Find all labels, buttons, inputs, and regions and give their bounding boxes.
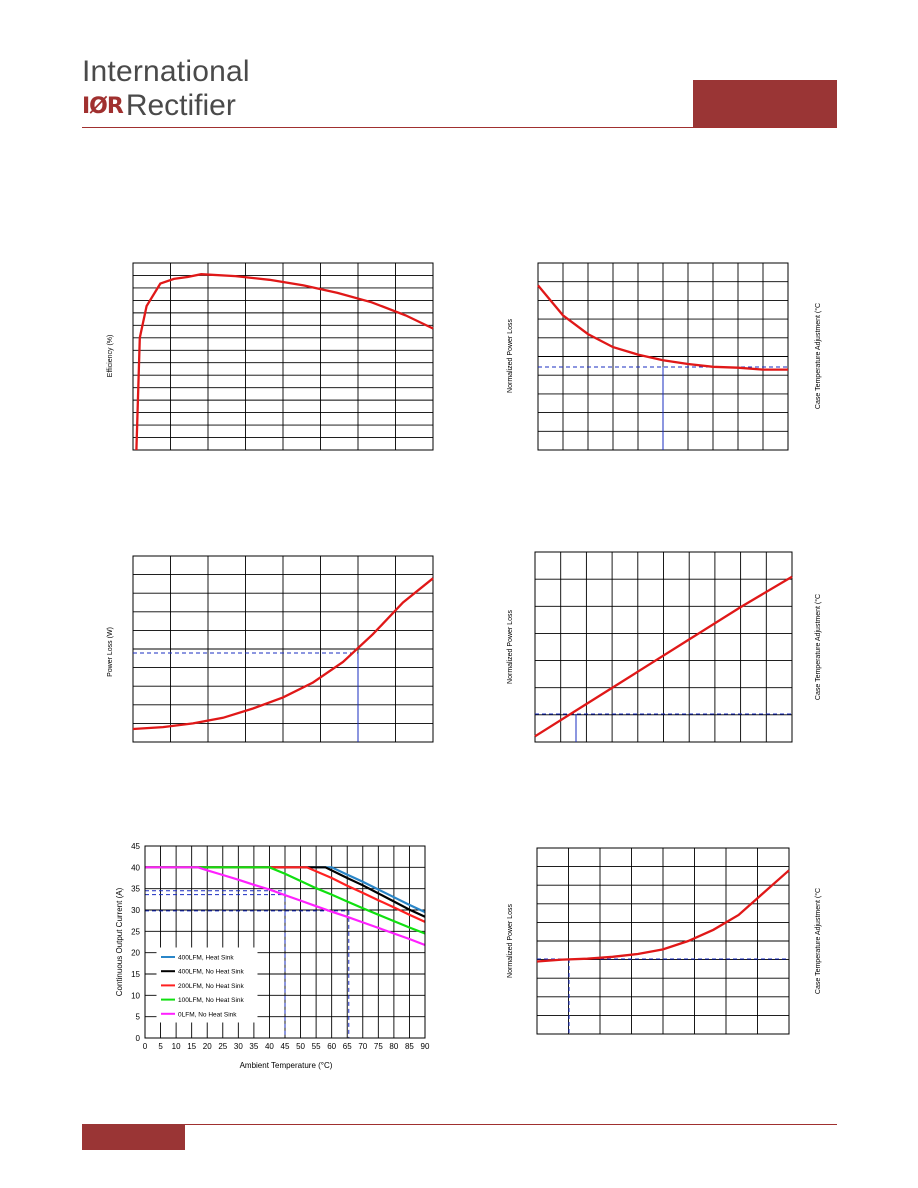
power-loss-ylabel: Power Loss (W) — [107, 627, 114, 677]
derating-ticks: 0 5 10 15 20 25 30 35 40 45 50 55 60 65 70 75 80 85 90 0 5 10… — [131, 842, 430, 1051]
derating-x-tick: 70 — [358, 1042, 367, 1051]
derating-y-tick: 25 — [131, 927, 140, 936]
derating-y-tick: 0 — [136, 1034, 141, 1043]
derating-x-tick: 30 — [234, 1042, 243, 1051]
norm-power-loss-3-ylabel: Normalized Power Loss — [507, 904, 514, 978]
derating-series-line — [145, 866, 426, 923]
derating-series — [145, 866, 426, 947]
derating-legend-label: 0LFM, No Heat Sink — [178, 1011, 237, 1018]
derating-legend: 400LFM, Heat Sink 400LFM, No Heat Sink 200… — [156, 947, 258, 1023]
derating-legend-label: 400LFM, No Heat Sink — [178, 969, 245, 976]
derating-y-tick: 40 — [131, 863, 140, 872]
derating-x-tick: 45 — [281, 1042, 290, 1051]
derating-ref-lines — [145, 890, 350, 1038]
power-loss-curve — [132, 577, 434, 731]
derating-xlabel: Ambient Temperature (°C) — [240, 1061, 333, 1070]
norm-power-loss-2-ylabel: Normalized Power Loss — [507, 610, 514, 684]
derating-x-tick: 40 — [265, 1042, 274, 1051]
efficiency-curve — [135, 273, 434, 451]
derating-x-tick: 0 — [143, 1042, 148, 1051]
derating-legend-label: 200LFM, No Heat Sink — [178, 983, 245, 990]
derating-y-tick: 15 — [131, 970, 140, 979]
norm-power-loss-3-plot-area — [536, 847, 790, 1035]
derating-series-line — [145, 866, 426, 918]
logo-ior-mark: IØR — [82, 93, 124, 119]
efficiency-chart: Efficiency (%) — [107, 262, 434, 451]
derating-x-tick: 25 — [218, 1042, 227, 1051]
derating-x-tick: 5 — [158, 1042, 163, 1051]
logo: IØR Rectifier — [82, 89, 236, 122]
derating-y-tick: 10 — [131, 991, 140, 1000]
derating-series-line — [145, 866, 426, 914]
derating-x-tick: 80 — [389, 1042, 398, 1051]
derating-x-tick: 85 — [405, 1042, 414, 1051]
derating-y-tick: 45 — [131, 842, 140, 851]
derating-x-tick: 35 — [249, 1042, 258, 1051]
derating-series-line — [145, 866, 426, 935]
power-loss-chart: Power Loss (W) — [107, 555, 434, 743]
derating-x-tick: 90 — [421, 1042, 430, 1051]
norm-power-loss-chart-3: Normalized Power Loss Case Temperature A… — [507, 847, 822, 1035]
derating-legend-label: 100LFM, No Heat Sink — [178, 997, 245, 1004]
footer-divider — [82, 1124, 837, 1125]
norm-power-loss-2-plot-area — [534, 551, 793, 743]
efficiency-grid — [133, 263, 433, 450]
derating-series-line — [145, 866, 426, 947]
norm-power-loss-1-curve — [537, 284, 788, 371]
derating-x-tick: 10 — [172, 1042, 181, 1051]
norm-power-loss-1-y2label: Case Temperature Adjustment (°C — [814, 303, 822, 409]
norm-power-loss-3-grid — [537, 848, 789, 1034]
norm-power-loss-3-y2label: Case Temperature Adjustment (°C — [814, 888, 822, 994]
norm-power-loss-chart-1: Normalized Power Loss Case Temperature A… — [507, 262, 822, 451]
norm-power-loss-2-grid — [535, 552, 792, 742]
derating-x-tick: 50 — [296, 1042, 305, 1051]
derating-y-tick: 30 — [131, 906, 140, 915]
derating-legend-label: 400LFM, Heat Sink — [178, 955, 234, 962]
derating-x-tick: 20 — [203, 1042, 212, 1051]
footer-page-box — [82, 1124, 185, 1150]
derating-chart: 0 5 10 15 20 25 30 35 40 45 50 55 60 65 70 75 80 85 90 0 5 10… — [115, 842, 430, 1070]
norm-power-loss-1-ylabel: Normalized Power Loss — [507, 319, 514, 393]
power-loss-plot-area — [132, 555, 434, 743]
norm-power-loss-3-curve — [536, 869, 790, 963]
header-divider — [82, 127, 837, 128]
efficiency-ylabel: Efficiency (%) — [107, 335, 114, 378]
derating-x-tick: 60 — [327, 1042, 336, 1051]
logo-rectifier: Rectifier — [125, 89, 236, 122]
header-part-number-box — [693, 80, 837, 128]
derating-x-tick: 65 — [343, 1042, 352, 1051]
derating-y-tick: 5 — [136, 1013, 141, 1022]
power-loss-grid — [133, 556, 433, 742]
derating-x-tick: 15 — [187, 1042, 196, 1051]
norm-power-loss-2-y2label: Case Temperature Adjustment (°C — [814, 594, 822, 700]
efficiency-plot-area — [132, 262, 434, 451]
derating-ylabel: Continuous Output Current (A) — [115, 887, 124, 996]
norm-power-loss-chart-2: Normalized Power Loss Case Temperature A… — [507, 551, 822, 743]
derating-y-tick: 35 — [131, 885, 140, 894]
derating-x-tick: 55 — [312, 1042, 321, 1051]
norm-power-loss-2-curve — [534, 575, 793, 738]
derating-plot-area — [144, 845, 426, 1039]
derating-x-tick: 75 — [374, 1042, 383, 1051]
logo-international: International — [82, 55, 250, 88]
derating-y-tick: 20 — [131, 949, 140, 958]
